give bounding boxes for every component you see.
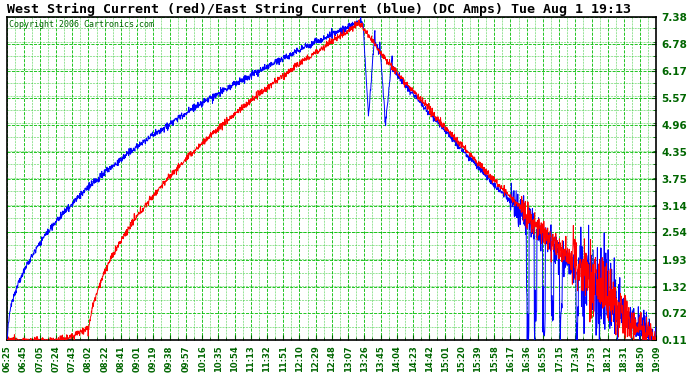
Text: Copyright 2006 Cartronics.com: Copyright 2006 Cartronics.com: [8, 20, 154, 29]
Text: West String Current (red)/East String Current (blue) (DC Amps) Tue Aug 1 19:13: West String Current (red)/East String Cu…: [8, 3, 631, 16]
